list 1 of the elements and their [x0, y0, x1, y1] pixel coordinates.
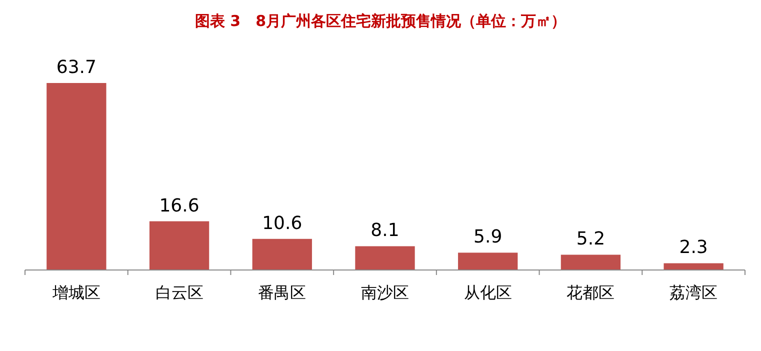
title: 图表 3 8月广州各区住宅新批预售情况（单位：万㎡） — [194, 12, 566, 30]
